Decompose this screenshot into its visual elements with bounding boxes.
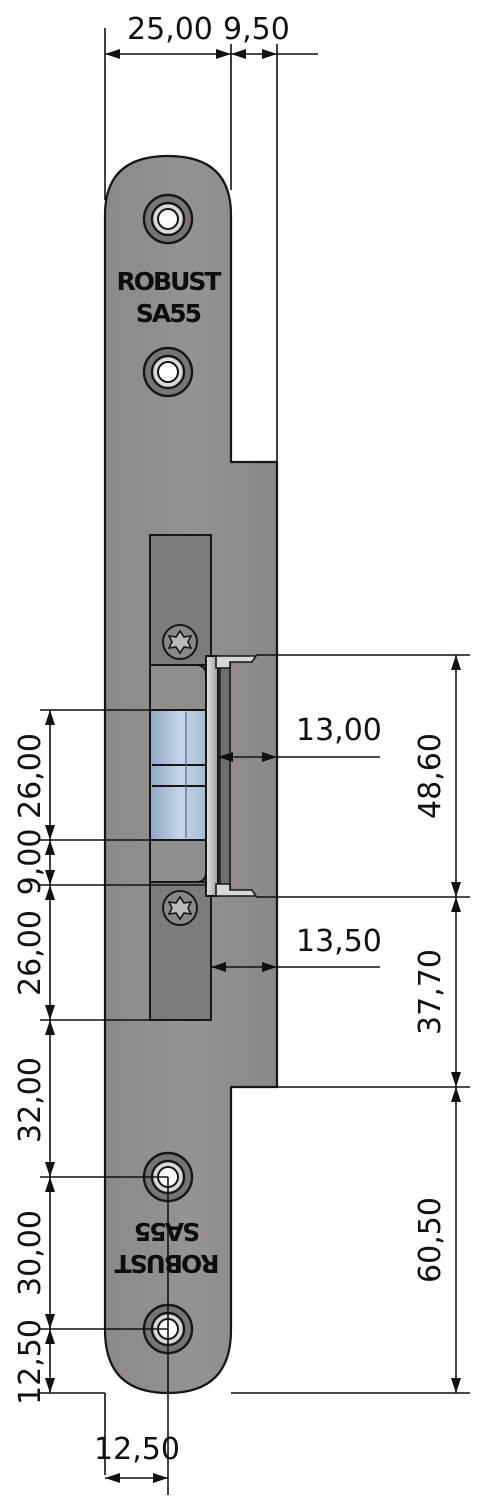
dim-latch-height: 48,60 (413, 733, 448, 819)
brand-top-line-2: SA55 (136, 299, 201, 328)
torx-screw-upper (162, 624, 198, 660)
latch-opening (149, 709, 213, 841)
dim-left-gap: 9,00 (13, 829, 48, 896)
dim-bottom-width: 12,50 (94, 1432, 180, 1467)
dim-left-upper-pocket: 26,00 (13, 733, 48, 819)
latch-lip (205, 655, 219, 897)
dim-hole-to-end: 12,50 (13, 1319, 48, 1405)
dim-pocket-width: 13,50 (296, 924, 382, 959)
mounting-hole-1 (142, 193, 194, 245)
dim-left-lower-pocket: 26,00 (13, 910, 48, 996)
dimension-lines (40, 28, 470, 1495)
dimension-arrows (45, 49, 461, 1483)
dim-hole-pitch: 30,00 (13, 1210, 48, 1296)
dim-lower-height: 37,70 (413, 949, 448, 1035)
brand-bottom-line-1: ROBUST (115, 1249, 220, 1278)
pocket-bridge-lower (149, 839, 207, 883)
lip-hook-top (215, 655, 258, 669)
mounting-hole-2 (142, 346, 194, 398)
lip-hook-bottom (215, 883, 258, 897)
brand-top-line-1: ROBUST (117, 267, 222, 296)
pocket-bridge-upper (149, 664, 207, 711)
dim-latch-width: 13,00 (296, 713, 382, 748)
dim-left-to-hole: 32,00 (13, 1057, 48, 1143)
latch-lip-inner (219, 661, 231, 893)
dim-bottom-height: 60,50 (413, 1197, 448, 1283)
dim-top-width: 25,00 (127, 12, 213, 47)
dim-top-offset: 9,50 (223, 12, 290, 47)
torx-screw-lower (162, 890, 198, 926)
